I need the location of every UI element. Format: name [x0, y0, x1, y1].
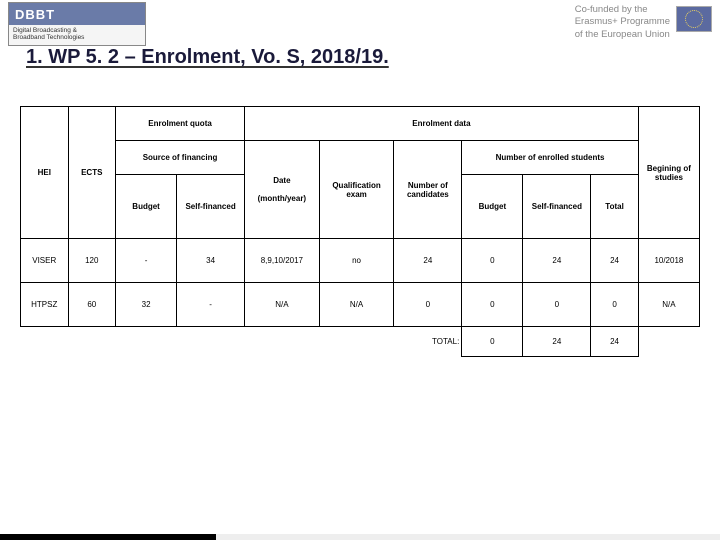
total-et: 24	[591, 327, 639, 357]
cell-date: N/A	[245, 283, 320, 327]
cell-self: -	[177, 283, 245, 327]
cell-ects: 60	[68, 283, 116, 327]
cell-es: 24	[523, 239, 591, 283]
cell-self: 34	[177, 239, 245, 283]
colgroup-data: Enrolment data	[245, 107, 639, 141]
cell-cand: 24	[394, 239, 462, 283]
eu-flag-icon	[676, 6, 712, 32]
table-row: VISER 120 - 34 8,9,10/2017 no 24 0 24 24…	[21, 239, 700, 283]
header: DBBT Digital Broadcasting & Broadband Te…	[0, 0, 720, 50]
cofunded-text: Co-funded by the Erasmus+ Programme of t…	[575, 4, 670, 41]
cell-eb: 0	[462, 239, 523, 283]
cell-et: 24	[591, 239, 639, 283]
cell-cand: 0	[394, 283, 462, 327]
col-begin: Begining of studies	[638, 107, 699, 239]
eu-stars-icon	[685, 10, 703, 28]
total-eb: 0	[462, 327, 523, 357]
col-self-e: Self-financed	[523, 175, 591, 239]
col-budget-e: Budget	[462, 175, 523, 239]
logo-subtitle: Digital Broadcasting & Broadband Technol…	[9, 25, 145, 45]
cell-budget: 32	[116, 283, 177, 327]
colgroup-quota: Enrolment quota	[116, 107, 245, 141]
sub-enrolled: Number of enrolled students	[462, 141, 639, 175]
cell-hei: VISER	[21, 239, 69, 283]
cell-budget: -	[116, 239, 177, 283]
col-self-q: Self-financed	[177, 175, 245, 239]
cell-et: 0	[591, 283, 639, 327]
logo-dbbt: DBBT Digital Broadcasting & Broadband Te…	[8, 2, 146, 46]
cell-hei: HTPSZ	[21, 283, 69, 327]
total-label: TOTAL:	[394, 327, 462, 357]
col-ects: ECTS	[68, 107, 116, 239]
cell-qual: N/A	[319, 283, 394, 327]
page-title: 1. WP 5. 2 – Enrolment, Vo. S, 2018/19.	[26, 46, 389, 69]
col-budget-q: Budget	[116, 175, 177, 239]
col-cand: Number of candidates	[394, 141, 462, 239]
total-row: TOTAL: 0 24 24	[21, 327, 700, 357]
enrolment-table: HEI ECTS Enrolment quota Enrolment data …	[20, 106, 700, 357]
cell-ects: 120	[68, 239, 116, 283]
cell-date: 8,9,10/2017	[245, 239, 320, 283]
logo-text: DBBT	[9, 3, 145, 25]
total-es: 24	[523, 327, 591, 357]
col-qual: Qualification exam	[319, 141, 394, 239]
cell-begin: N/A	[638, 283, 699, 327]
col-hei: HEI	[21, 107, 69, 239]
table-row: HTPSZ 60 32 - N/A N/A 0 0 0 0 N/A	[21, 283, 700, 327]
col-date: Date (month/year)	[245, 141, 320, 239]
table: HEI ECTS Enrolment quota Enrolment data …	[20, 106, 700, 357]
bottom-bar	[0, 534, 720, 540]
cell-es: 0	[523, 283, 591, 327]
sub-source: Source of financing	[116, 141, 245, 175]
cell-begin: 10/2018	[638, 239, 699, 283]
cell-eb: 0	[462, 283, 523, 327]
col-total: Total	[591, 175, 639, 239]
cell-qual: no	[319, 239, 394, 283]
